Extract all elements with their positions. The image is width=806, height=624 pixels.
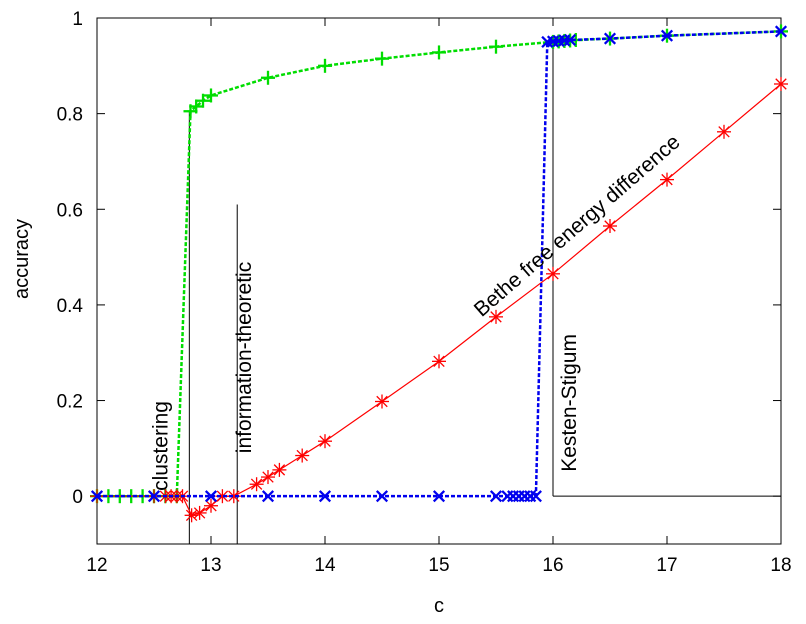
plot-frame [96,17,782,545]
data-point [318,490,332,503]
data-point [432,45,446,60]
data-point [295,448,310,463]
data-point [90,490,104,503]
data-point [318,58,332,73]
y-tick-label: 0.2 [57,392,83,413]
x-tick-label: 17 [656,555,677,576]
data-point [489,309,503,324]
annotation-label: Kesten-Stigum [558,334,581,472]
data-point [529,490,542,503]
data-point [318,434,332,449]
data-point [375,51,389,66]
data-point [204,490,218,503]
data-point [512,490,525,503]
data-point [432,354,446,369]
y-tick-label: 1 [72,9,83,30]
annotation-label: Bethe free energy difference [470,130,685,321]
data-point [261,490,275,503]
annotations: clustering information-theoretic Kesten-St… [150,130,685,491]
data-point [272,462,287,477]
data-point [249,477,264,492]
ticks: 12 13 14 15 16 17 18 0 0.2 0.4 0.6 0.8 1 [57,9,792,576]
annotation-label: information-theoretic [233,262,256,453]
data-point [774,25,788,38]
data-point [432,490,446,503]
x-tick-label: 18 [770,555,791,576]
data-point [489,490,503,503]
data-point [774,76,788,91]
data-point [204,88,218,103]
data-point [660,29,674,42]
y-tick-label: 0.8 [57,105,83,126]
annotation-label: clustering [150,401,173,491]
x-axis-label: c [434,595,444,617]
x-tick-label: 12 [86,555,107,576]
data-point [717,124,731,139]
data-point [489,39,503,54]
data-point [660,172,674,187]
data-point [375,394,389,409]
data-point [204,498,218,513]
y-axis-label: accuracy [11,219,33,299]
data-point [546,266,560,281]
y-tick-label: 0 [72,487,83,508]
data-point [192,505,207,520]
data-point [507,490,520,503]
data-point [261,470,275,485]
data-point [603,219,617,234]
x-tick-label: 14 [314,555,336,576]
data-point [184,508,199,523]
x-tick-label: 13 [200,555,221,576]
data-point [375,490,389,503]
x-tick-label: 16 [542,555,563,576]
data-point [261,70,275,85]
data-point [564,33,577,47]
series-group [90,24,788,523]
x-tick-label: 15 [428,555,449,576]
data-point [147,490,161,503]
data-point [603,32,617,45]
y-tick-label: 0.4 [57,296,84,317]
data-point [196,93,211,108]
series-line [97,30,782,498]
y-tick-label: 0.6 [57,200,83,221]
